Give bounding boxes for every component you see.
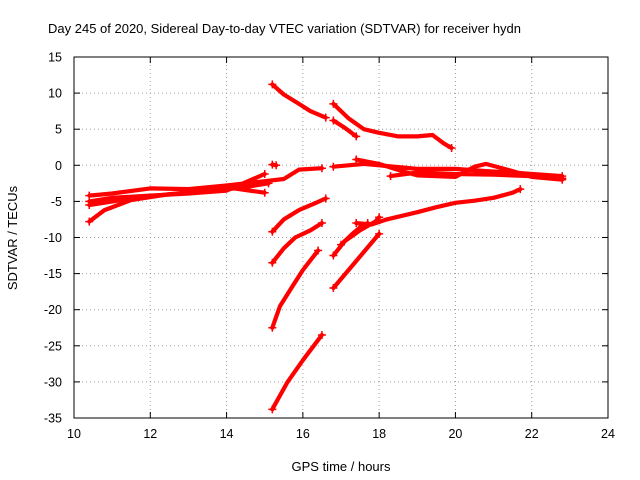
series-arc-18 [338,221,370,247]
endpoint-marker [314,246,323,255]
endpoint-marker [375,229,384,238]
endpoint-marker [329,116,338,125]
endpoint-marker [321,194,330,203]
endpoint-marker [268,323,277,332]
x-tick-label: 14 [220,427,234,441]
endpoint-marker [268,227,277,236]
endpoint-marker [317,219,326,228]
grid-lines [74,57,608,418]
y-tick-label: -20 [44,303,62,317]
y-axis-label: SDTVAR / TECUs [5,185,20,290]
y-tick-labels: 15 10 5 0 -5 -10 -15 -20 -25 -30 -35 [44,51,62,426]
endpoint-marker [558,174,567,183]
endpoint-marker [268,80,277,89]
endpoint-marker [352,155,361,164]
endpoint-marker [260,169,269,178]
endpoint-marker [85,201,94,210]
series-arc-15 [388,170,565,181]
endpoint-marker [329,284,338,293]
series-arc-12 [331,118,359,139]
endpoint-marker [329,251,338,260]
series-arc-19 [354,187,523,227]
endpoint-marker [85,217,94,226]
x-tick-label: 12 [143,427,157,441]
y-tick-label: -15 [44,267,62,281]
series-arc-11 [331,101,454,151]
endpoint-marker [317,330,326,339]
endpoint-marker [352,132,361,141]
series-arc-5 [270,82,328,120]
series-arc-9 [270,332,324,412]
endpoint-marker [317,164,326,173]
y-tick-label: 5 [55,123,62,137]
x-tick-label: 20 [448,427,462,441]
y-tick-label: -35 [44,412,62,426]
y-tick-label: 15 [48,51,62,65]
endpoint-marker [260,188,269,197]
endpoint-marker [352,219,361,228]
x-tick-label: 10 [67,427,81,441]
series-arc-16 [331,231,382,291]
y-tick-label: 0 [55,159,62,173]
y-tick-label: 10 [48,87,62,101]
endpoint-marker [268,258,277,267]
x-tick-label: 16 [296,427,310,441]
endpoint-marker [329,99,338,108]
series-arc-8 [270,248,321,330]
series-arc-6 [270,196,328,234]
y-tick-label: -5 [51,195,62,209]
x-tick-labels: 10 12 14 16 18 20 22 24 [67,427,615,441]
endpoint-marker [337,240,345,249]
endpoint-marker [329,162,338,171]
y-tick-label: -10 [44,231,62,245]
x-axis-label: GPS time / hours [292,459,391,474]
data-series [85,80,567,414]
endpoint-marker [447,143,456,152]
endpoint-marker [268,405,277,414]
series-arc-7 [270,221,324,265]
y-tick-label: -25 [44,339,62,353]
endpoint-marker [386,172,395,181]
endpoint-marker [264,179,273,188]
x-tick-label: 18 [372,427,386,441]
endpoint-marker [321,113,330,122]
endpoint-marker [516,185,525,194]
axis-ticks [73,56,609,419]
series-arc-4 [87,181,271,208]
y-tick-label: -30 [44,375,62,389]
chart-title: Day 245 of 2020, Sidereal Day-to-day VTE… [48,21,521,36]
x-tick-label: 22 [525,427,539,441]
x-tick-label: 24 [601,427,615,441]
endpoint-marker [272,161,281,170]
series-arc-1 [87,166,324,198]
